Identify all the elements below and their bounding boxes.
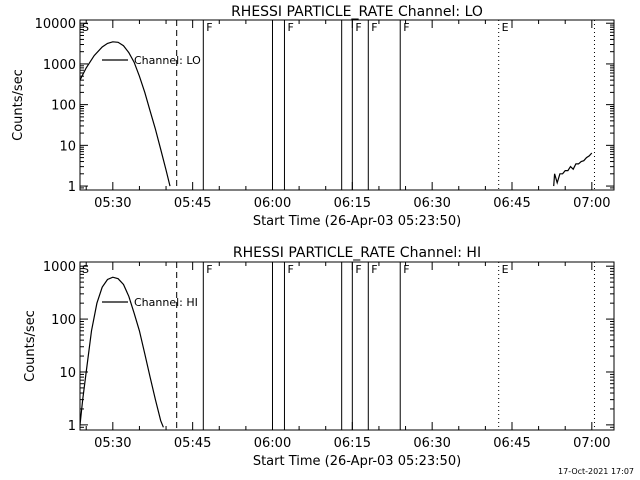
event-marker-label: E <box>502 263 509 276</box>
x-tick-label: 06:15 <box>334 436 371 451</box>
event-marker-label: F <box>371 263 377 276</box>
y-tick-label: 1 <box>68 419 76 434</box>
plot-frame <box>79 19 615 191</box>
x-tick-label: 07:00 <box>573 196 610 211</box>
x-tick-label: 06:30 <box>413 436 450 451</box>
event-marker-label: F <box>371 21 377 34</box>
y-axis-label: Counts/sec <box>11 69 26 141</box>
x-tick-label: 05:30 <box>94 196 131 211</box>
event-marker-label: F <box>206 263 212 276</box>
x-tick-label: 06:45 <box>493 196 530 211</box>
x-tick-label: 07:00 <box>573 436 610 451</box>
y-axis-label: Counts/sec <box>23 310 38 382</box>
x-tick-label: 05:45 <box>174 436 211 451</box>
series-line <box>80 276 164 428</box>
legend-label: Channel: HI <box>134 296 198 309</box>
event-marker-label: F <box>287 263 293 276</box>
x-axis-label: Start Time (26-Apr-03 05:23:50) <box>253 454 461 469</box>
event-marker-label: F <box>403 263 409 276</box>
plot-frame <box>79 261 615 431</box>
event-marker-label: F <box>287 21 293 34</box>
footer-timestamp: 17-Oct-2021 17:07 <box>558 467 634 476</box>
y-tick-label: 10000 <box>35 17 76 32</box>
event-marker-label: F <box>403 21 409 34</box>
y-tick-label: 10 <box>59 366 76 381</box>
legend-label: Channel: LO <box>134 54 201 67</box>
x-tick-label: 06:45 <box>493 436 530 451</box>
series-line <box>553 152 593 187</box>
y-tick-label: 100 <box>51 99 76 114</box>
event-marker-label: F <box>355 263 361 276</box>
x-tick-label: 06:00 <box>254 196 291 211</box>
chart-title: RHESSI PARTICLE_RATE Channel: HI <box>233 245 481 261</box>
series-line <box>80 41 171 187</box>
y-tick-label: 1000 <box>43 58 76 73</box>
event-marker-label: E <box>502 21 509 34</box>
x-tick-label: 06:30 <box>413 196 450 211</box>
event-marker-label: F <box>355 21 361 34</box>
y-tick-label: 100 <box>51 313 76 328</box>
y-tick-label: 1000 <box>43 260 76 275</box>
start-marker-label: S <box>82 21 89 34</box>
start-marker-label: S <box>82 263 89 276</box>
x-axis-label: Start Time (26-Apr-03 05:23:50) <box>253 214 461 229</box>
x-tick-label: 05:45 <box>174 196 211 211</box>
chart-title: RHESSI PARTICLE_RATE Channel: LO <box>231 4 483 20</box>
y-tick-label: 10 <box>59 139 76 154</box>
event-marker-label: F <box>206 21 212 34</box>
x-tick-label: 06:00 <box>254 436 291 451</box>
x-tick-label: 05:30 <box>94 436 131 451</box>
y-tick-label: 1 <box>68 180 76 195</box>
x-tick-label: 06:15 <box>334 196 371 211</box>
